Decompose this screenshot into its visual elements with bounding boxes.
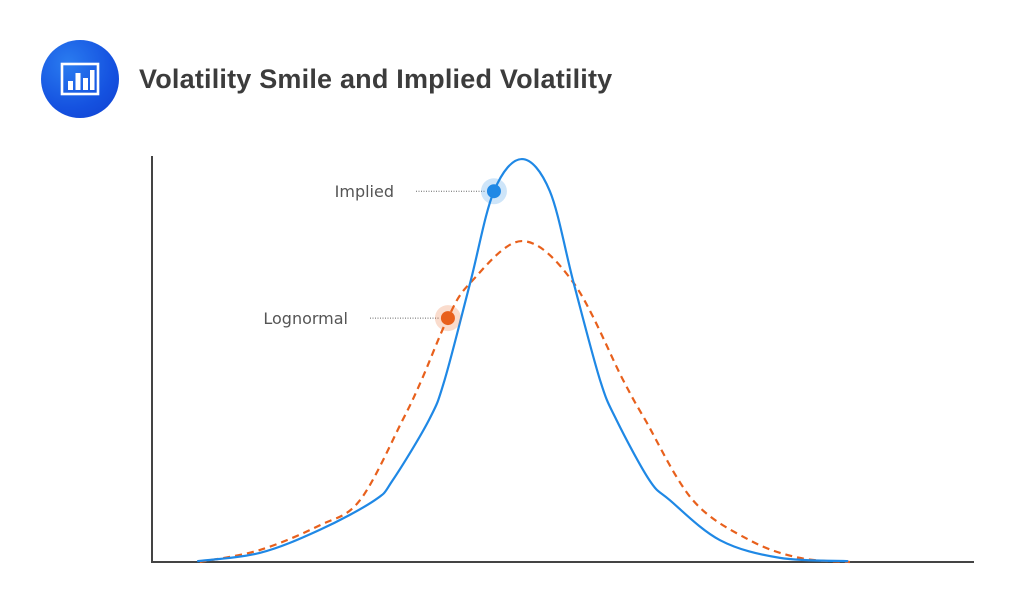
lognormal-curve <box>199 239 850 564</box>
chart-title: Volatility Smile and Implied Volatility <box>139 63 613 94</box>
implied-annotation: Implied <box>335 178 507 205</box>
lognormal-marker <box>440 311 455 326</box>
implied-label: Implied <box>335 182 394 201</box>
lognormal-label: Lognormal <box>263 309 348 328</box>
lognormal-annotation: Lognormal <box>263 305 461 332</box>
implied-marker <box>486 184 501 199</box>
implied-curve <box>197 157 849 563</box>
bar-chart-icon <box>41 40 119 118</box>
chart-header: Volatility Smile and Implied Volatility <box>41 40 612 118</box>
